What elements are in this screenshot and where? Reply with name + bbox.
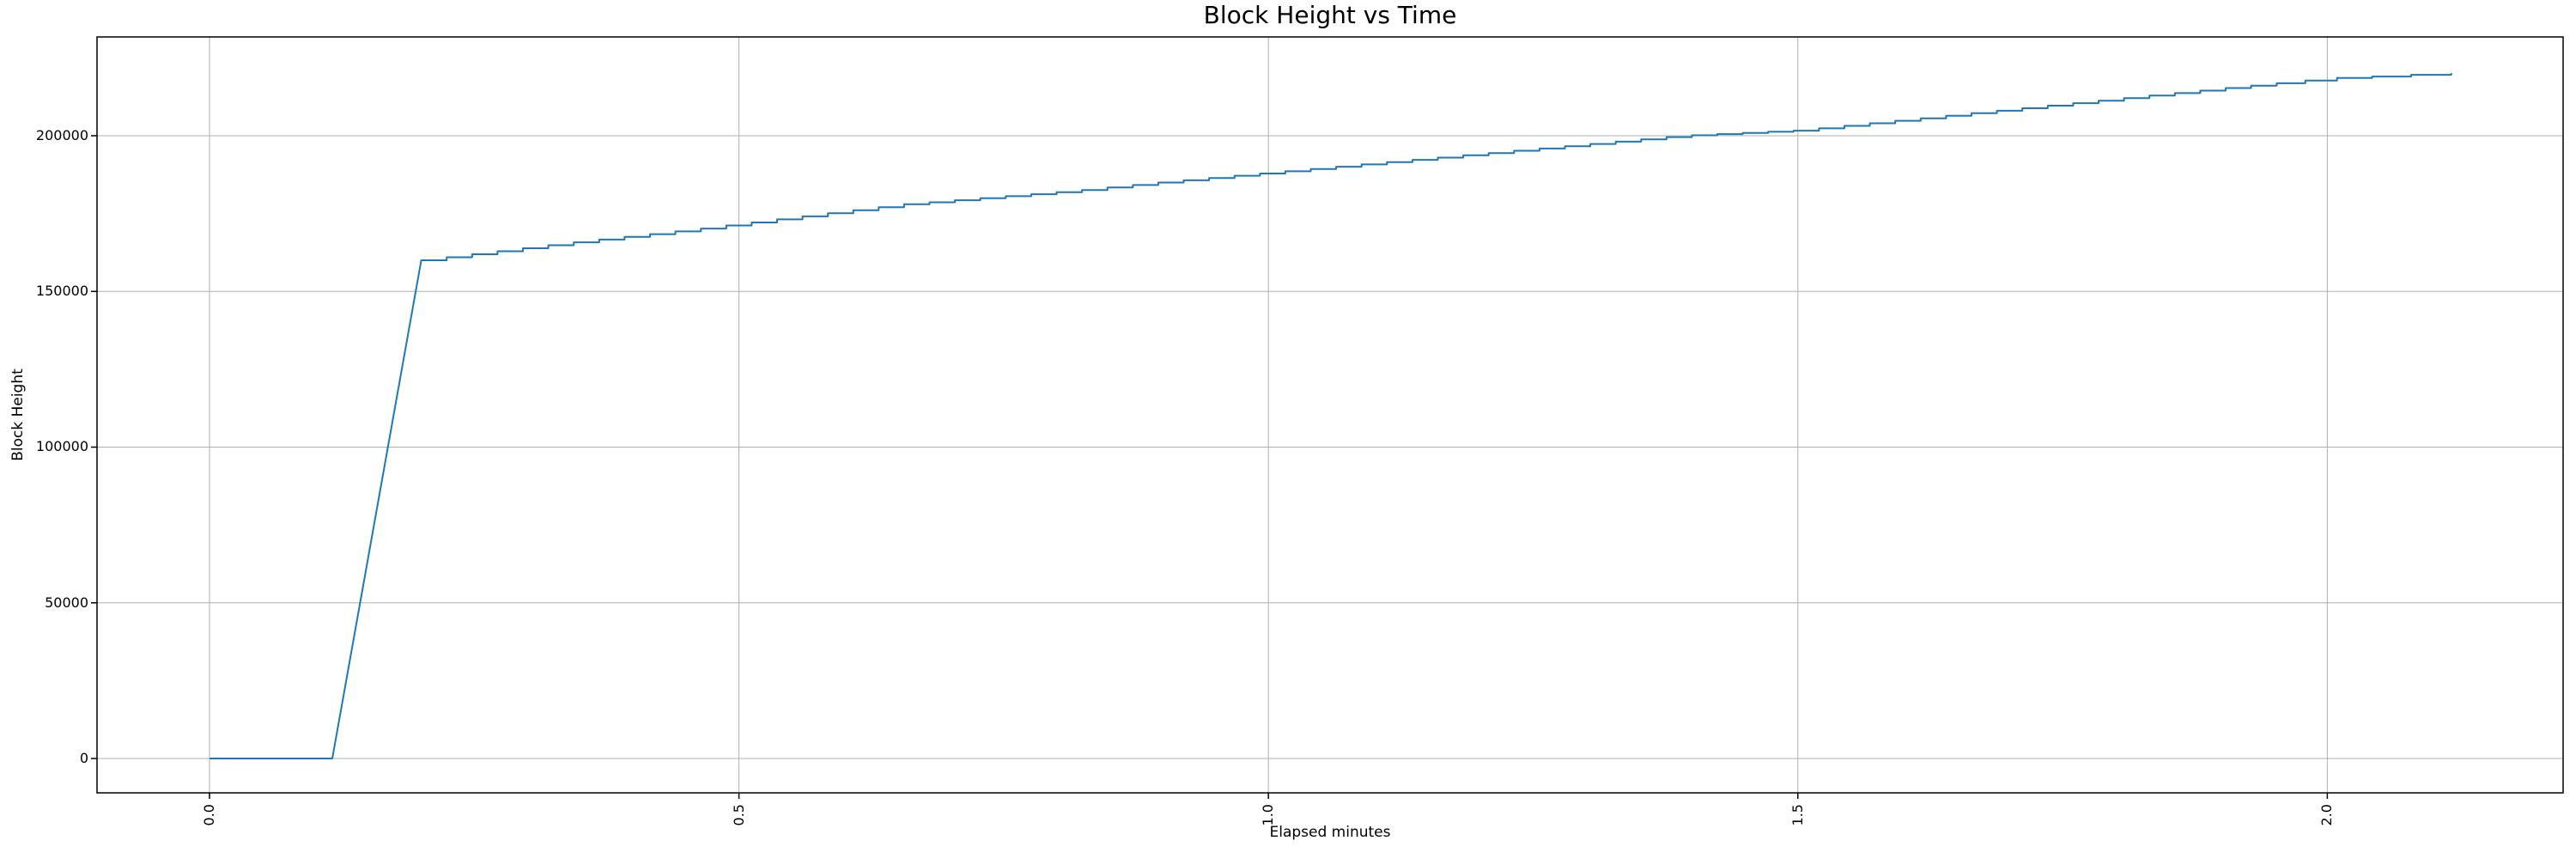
y-tick-label: 150000 [35, 283, 88, 300]
y-tick-label: 50000 [45, 594, 88, 611]
y-axis-label: Block Height [9, 369, 27, 461]
x-tick-label: 2.0 [2318, 804, 2336, 826]
x-tick-label: 1.0 [1260, 804, 1277, 826]
y-tick-label: 0 [79, 750, 88, 766]
chart-title: Block Height vs Time [1203, 1, 1457, 29]
x-tick-label: 0.0 [200, 804, 217, 826]
y-tick-label: 100000 [35, 438, 88, 455]
x-tick-label: 1.5 [1789, 804, 1806, 826]
x-tick-label: 0.5 [730, 804, 747, 826]
series-line-block-height [210, 73, 2452, 759]
axes-spines [96, 36, 2564, 794]
y-tick-label: 200000 [35, 126, 88, 143]
x-axis-label: Elapsed minutes [1269, 824, 1391, 841]
